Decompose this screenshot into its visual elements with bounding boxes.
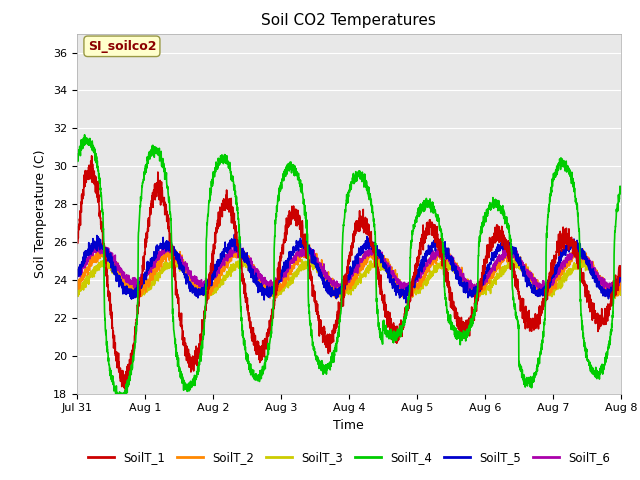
SoilT_4 [81,132,88,138]
Y-axis label: Soil Temperature (C): Soil Temperature (C) [35,149,47,278]
SoilT_2 [135,290,143,296]
SoilT_4 [73,156,81,161]
Line: SoilT_4: SoilT_4 [77,135,621,402]
SoilT_3 [548,288,556,294]
SoilT_2 [305,242,313,248]
SoilT_6 [607,287,614,292]
SoilT_3 [305,266,313,272]
SoilT_2 [305,250,313,256]
SoilT_4 [282,168,290,174]
SoilT_5 [167,246,175,252]
SoilT_5 [230,231,238,237]
SoilT_5 [402,300,410,306]
Line: SoilT_3: SoilT_3 [77,257,621,299]
Line: SoilT_5: SoilT_5 [77,234,621,303]
SoilT_6 [305,248,313,254]
SoilT_4 [305,309,313,314]
SoilT_2 [617,281,625,287]
SoilT_2 [167,246,175,252]
SoilT_5 [617,274,625,280]
Line: SoilT_2: SoilT_2 [77,245,621,299]
Legend: SoilT_1, SoilT_2, SoilT_3, SoilT_4, SoilT_5, SoilT_6: SoilT_1, SoilT_2, SoilT_3, SoilT_4, Soil… [83,446,615,469]
SoilT_2 [607,291,614,297]
SoilT_6 [98,241,106,247]
SoilT_1 [617,264,625,269]
SoilT_6 [617,277,625,283]
SoilT_5 [282,261,289,266]
SoilT_1 [88,153,95,159]
SoilT_1 [122,386,129,392]
SoilT_3 [236,254,244,260]
SoilT_4 [168,237,175,243]
SoilT_1 [607,303,614,309]
SoilT_4 [617,186,625,192]
SoilT_6 [282,265,289,271]
SoilT_4 [548,183,556,189]
SoilT_1 [282,238,290,244]
SoilT_3 [167,259,175,264]
SoilT_3 [73,284,81,290]
SoilT_3 [607,288,614,294]
Title: Soil CO2 Temperatures: Soil CO2 Temperatures [261,13,436,28]
SoilT_2 [333,296,340,302]
Text: SI_soilco2: SI_soilco2 [88,40,156,53]
SoilT_5 [135,286,143,292]
SoilT_4 [607,329,614,335]
SoilT_2 [73,277,81,283]
SoilT_1 [305,268,313,274]
SoilT_3 [617,287,625,293]
X-axis label: Time: Time [333,419,364,432]
Line: SoilT_1: SoilT_1 [77,156,621,389]
SoilT_6 [168,246,175,252]
SoilT_4 [116,399,124,405]
SoilT_1 [548,270,556,276]
SoilT_6 [135,277,143,283]
SoilT_3 [135,288,143,294]
SoilT_3 [611,296,619,301]
SoilT_2 [282,277,289,283]
SoilT_1 [73,234,81,240]
SoilT_6 [607,289,614,295]
SoilT_5 [548,275,556,281]
SoilT_5 [607,291,614,297]
SoilT_3 [282,282,289,288]
SoilT_5 [73,271,81,276]
SoilT_1 [168,249,175,254]
SoilT_2 [548,282,556,288]
SoilT_4 [135,218,143,224]
SoilT_6 [73,266,81,272]
SoilT_6 [548,278,556,284]
SoilT_5 [305,250,313,255]
SoilT_1 [135,288,143,294]
Line: SoilT_6: SoilT_6 [77,244,621,292]
